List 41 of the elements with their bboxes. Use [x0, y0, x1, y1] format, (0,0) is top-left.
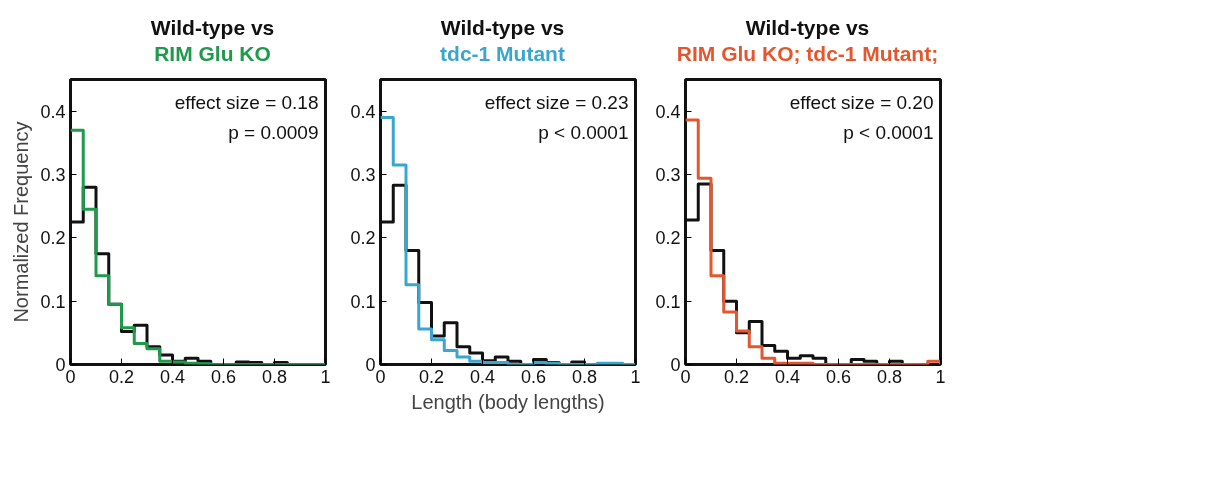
- x-axis-title: Length (body lengths): [411, 390, 605, 413]
- chart-title: Wild-type vs: [744, 15, 871, 41]
- y-tick-label: 0.4: [40, 101, 66, 122]
- text: tdc-1 Mutant: [439, 41, 566, 67]
- y-tick-label: 0.3: [40, 165, 66, 185]
- x-tick-label: 0.8: [261, 366, 288, 387]
- text: RIM Glu KO: [153, 41, 272, 67]
- x-tick-label: 1: [935, 366, 946, 387]
- x-tick-label: 0.4: [774, 366, 801, 387]
- x-tick-label: 0.4: [469, 366, 496, 387]
- annotation: effect size = 0.23: [484, 92, 629, 113]
- text: RIM Glu KO; tdc-1 Mutant;: [675, 41, 940, 67]
- annotation: effect size = 0.18: [174, 92, 319, 113]
- x-tick-label: 1: [630, 366, 641, 387]
- x-tick-label: 0.2: [108, 366, 135, 387]
- annotation: p < 0.0001: [538, 122, 629, 143]
- y-tick-label: 0.1: [40, 291, 66, 312]
- annotation: p = 0.0009: [228, 122, 319, 143]
- y-axis-title: Normalized Frequency: [10, 121, 33, 323]
- y-tick-label: 0.2: [350, 228, 376, 249]
- y-tick-label: 0.2: [40, 228, 66, 249]
- y-tick-label: 0.2: [655, 228, 681, 249]
- x-tick-label: 0.6: [210, 366, 237, 387]
- y-tick-label: 0.1: [350, 291, 376, 312]
- x-tick-label: 1: [320, 366, 331, 387]
- y-tick-label: 0.4: [655, 101, 681, 122]
- x-tick-label: 0.4: [159, 366, 186, 387]
- y-tick-label: 0.3: [655, 165, 681, 185]
- x-tick-label: 0.6: [520, 366, 547, 387]
- x-tick-label: 0.2: [723, 366, 750, 387]
- y-tick-label: 0.1: [655, 291, 681, 312]
- annotation: effect size = 0.20: [789, 92, 934, 113]
- chart-title: Wild-type vs: [439, 15, 566, 41]
- x-tick-label: 0.6: [825, 366, 852, 387]
- chart-title: Wild-type vs: [149, 15, 276, 41]
- x-tick-label: 0.2: [418, 366, 445, 387]
- y-tick-label: 0.4: [350, 101, 376, 122]
- annotation: p < 0.0001: [843, 122, 934, 143]
- x-tick-label: 0.8: [876, 366, 903, 387]
- y-tick-label: 0.3: [350, 165, 376, 185]
- x-tick-label: 0.8: [571, 366, 598, 387]
